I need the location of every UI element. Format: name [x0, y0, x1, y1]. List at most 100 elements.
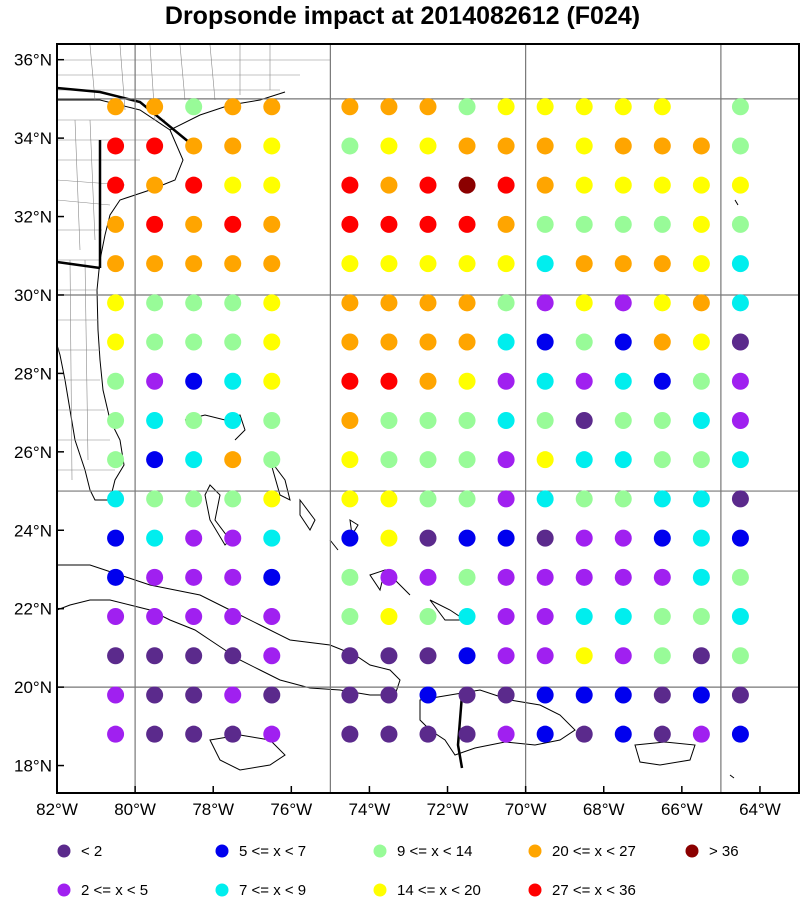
- lon-tick-label: 82°W: [36, 800, 78, 819]
- impact-point: [692, 529, 710, 547]
- impact-point: [614, 529, 632, 547]
- impact-point: [536, 333, 554, 351]
- impact-point: [653, 294, 671, 312]
- impact-point: [731, 411, 749, 429]
- lat-tick-label: 34°N: [14, 129, 52, 148]
- impact-point: [614, 294, 632, 312]
- impact-point: [692, 490, 710, 508]
- lon-tick-label: 64°W: [739, 800, 781, 819]
- legend-marker: [373, 883, 387, 897]
- impact-point: [731, 137, 749, 155]
- impact-point: [731, 490, 749, 508]
- impact-point: [380, 725, 398, 743]
- impact-point: [107, 333, 125, 351]
- legend-marker: [57, 844, 71, 858]
- impact-point: [263, 98, 281, 116]
- impact-point: [341, 647, 359, 665]
- impact-point: [185, 411, 203, 429]
- legend-marker: [528, 883, 542, 897]
- impact-point: [575, 176, 593, 194]
- impact-point: [419, 608, 437, 626]
- impact-point: [614, 137, 632, 155]
- impact-point: [380, 411, 398, 429]
- impact-point: [185, 294, 203, 312]
- impact-point: [692, 255, 710, 273]
- impact-point: [458, 137, 476, 155]
- impact-point: [380, 176, 398, 194]
- lon-tick-label: 74°W: [349, 800, 391, 819]
- impact-point: [263, 137, 281, 155]
- impact-point: [692, 372, 710, 390]
- impact-point: [419, 647, 437, 665]
- impact-point: [341, 176, 359, 194]
- impact-point: [419, 411, 437, 429]
- impact-point: [185, 608, 203, 626]
- impact-point: [731, 686, 749, 704]
- impact-point: [731, 568, 749, 586]
- impact-point: [146, 176, 164, 194]
- legend-label: 2 <= x < 5: [81, 882, 148, 899]
- legend-marker: [685, 844, 699, 858]
- impact-point: [653, 333, 671, 351]
- impact-point: [692, 411, 710, 429]
- impact-point: [107, 686, 125, 704]
- data-points: [107, 98, 749, 743]
- impact-point: [458, 451, 476, 469]
- impact-point: [341, 490, 359, 508]
- legend-label: 7 <= x < 9: [239, 882, 306, 899]
- impact-point: [731, 255, 749, 273]
- impact-point: [497, 608, 515, 626]
- lat-tick-label: 32°N: [14, 208, 52, 227]
- impact-point: [107, 608, 125, 626]
- impact-point: [263, 215, 281, 233]
- impact-point: [653, 647, 671, 665]
- impact-point: [497, 294, 515, 312]
- impact-point: [653, 686, 671, 704]
- legend-label: < 2: [81, 843, 102, 860]
- legend-marker: [373, 844, 387, 858]
- impact-point: [341, 294, 359, 312]
- impact-point: [185, 137, 203, 155]
- impact-point: [536, 686, 554, 704]
- impact-point: [263, 568, 281, 586]
- impact-point: [224, 451, 242, 469]
- lat-tick-label: 20°N: [14, 678, 52, 697]
- impact-point: [224, 647, 242, 665]
- impact-point: [458, 255, 476, 273]
- chart-title: Dropsonde impact at 2014082612 (F024): [164, 2, 641, 30]
- impact-point: [536, 294, 554, 312]
- impact-point: [575, 294, 593, 312]
- impact-point: [185, 725, 203, 743]
- impact-point: [185, 451, 203, 469]
- impact-point: [575, 490, 593, 508]
- impact-point: [536, 529, 554, 547]
- impact-point: [653, 608, 671, 626]
- impact-point: [419, 333, 437, 351]
- impact-point: [614, 215, 632, 233]
- impact-point: [536, 215, 554, 233]
- impact-point: [692, 215, 710, 233]
- impact-point: [380, 215, 398, 233]
- impact-point: [263, 333, 281, 351]
- impact-point: [497, 411, 515, 429]
- lat-tick-label: 30°N: [14, 286, 52, 305]
- impact-point: [653, 411, 671, 429]
- impact-point: [146, 411, 164, 429]
- impact-point: [653, 176, 671, 194]
- impact-point: [380, 333, 398, 351]
- impact-point: [224, 372, 242, 390]
- impact-point: [575, 608, 593, 626]
- impact-point: [341, 215, 359, 233]
- impact-point: [614, 333, 632, 351]
- impact-point: [692, 647, 710, 665]
- impact-point: [458, 333, 476, 351]
- impact-point: [341, 411, 359, 429]
- impact-point: [614, 686, 632, 704]
- impact-point: [146, 725, 164, 743]
- impact-point: [692, 137, 710, 155]
- impact-point: [419, 215, 437, 233]
- impact-point: [458, 568, 476, 586]
- lat-tick-label: 26°N: [14, 443, 52, 462]
- impact-point: [185, 686, 203, 704]
